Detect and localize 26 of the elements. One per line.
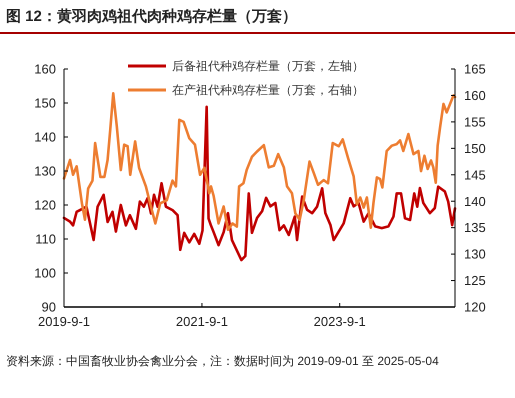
y-tick-label: 120 bbox=[34, 198, 56, 213]
y-tick-label: 140 bbox=[34, 130, 56, 145]
y-tick-label: 160 bbox=[34, 62, 56, 77]
legend-label: 在产祖代种鸡存栏量（万套，右轴） bbox=[172, 83, 364, 98]
y2-tick-label: 125 bbox=[464, 273, 486, 288]
y2-tick-label: 165 bbox=[464, 62, 486, 77]
x-tick-label: 2019-9-1 bbox=[38, 314, 90, 329]
y2-tick-label: 135 bbox=[464, 220, 486, 236]
y-tick-label: 90 bbox=[42, 300, 56, 315]
y2-tick-label: 130 bbox=[464, 246, 486, 262]
line-series bbox=[62, 105, 456, 262]
chart-title: 图 12：黄羽肉鸡祖代肉种鸡存栏量（万套） bbox=[6, 8, 297, 25]
y2-tick-label: 145 bbox=[464, 167, 486, 182]
y2-tick-label: 155 bbox=[464, 114, 486, 130]
y2-tick-label: 120 bbox=[464, 300, 486, 315]
y-tick-label: 100 bbox=[34, 266, 56, 281]
text: 资料来源：中国畜牧业协会禽业分会，注：数据时间为 2019-09-01 至 2025-05-04 bbox=[6, 354, 440, 368]
y-tick-label: 110 bbox=[35, 232, 56, 247]
y-tick-label: 130 bbox=[34, 164, 56, 179]
x-tick-label: 2021-9-1 bbox=[176, 314, 228, 329]
y-tick-label: 150 bbox=[34, 96, 56, 111]
x-tick-label: 2023-9-1 bbox=[314, 314, 366, 329]
legend-label: 后备祖代种鸡存栏量（万套，左轴） bbox=[172, 59, 364, 74]
y2-tick-label: 160 bbox=[464, 88, 486, 103]
y2-tick-label: 140 bbox=[464, 194, 486, 209]
y2-tick-label: 150 bbox=[464, 140, 486, 156]
